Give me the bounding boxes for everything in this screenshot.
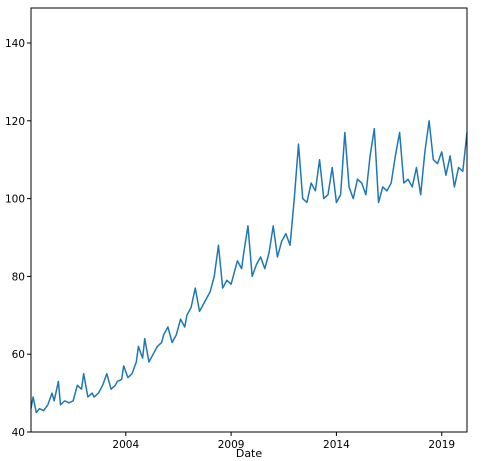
y-tick-label: 80 [12,271,25,283]
y-axis-ticks: 40 60 80 100 120 140 [5,38,31,439]
x-tick-label: 2019 [428,439,455,451]
y-tick-label: 40 [12,427,25,439]
x-axis-ticks: 2004 2009 2014 2019 [112,432,455,451]
series-line-0 [30,120,468,414]
plot-frame [30,7,468,433]
x-tick-label: 2004 [112,439,139,451]
x-axis-label: Date [236,447,263,460]
y-tick-label: 60 [12,349,25,361]
y-tick-label: 120 [5,116,25,128]
x-tick-label: 2014 [323,439,350,451]
y-tick-label: 140 [5,38,25,50]
x-tick-label: 2009 [218,439,245,451]
y-tick-label: 100 [5,194,25,206]
plot-layer [30,120,468,414]
